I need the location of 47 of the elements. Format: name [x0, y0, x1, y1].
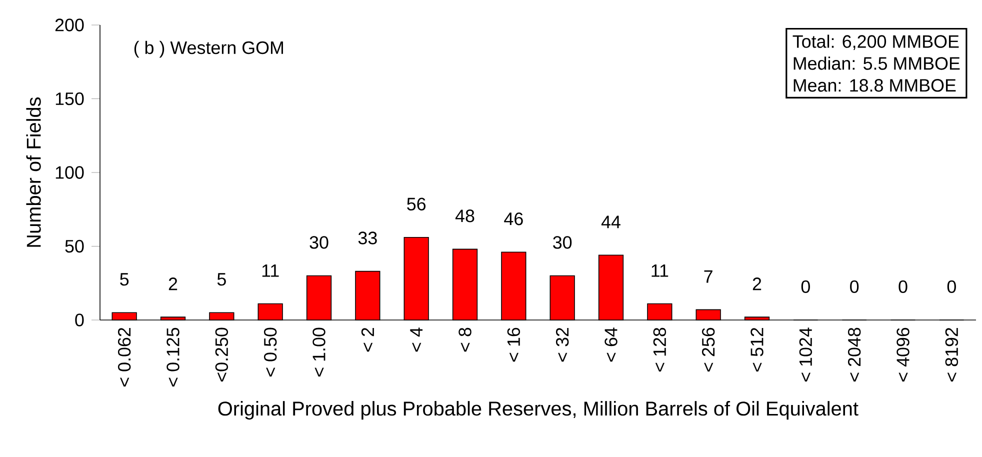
x-tick-label: < 256 [702, 328, 715, 372]
y-tick-label: 0 [75, 314, 84, 326]
annotation: Total: 6,200 MMBOE [792, 34, 959, 50]
data-label: 46 [504, 212, 523, 226]
annotation: Mean: 18.8 MMBOE [794, 79, 956, 92]
x-tick-label: <0.250 [215, 328, 228, 382]
data-label: 0 [850, 280, 859, 294]
data-label: 30 [310, 236, 328, 249]
data-label: 0 [898, 280, 908, 294]
data-label: 5 [217, 273, 226, 286]
x-tick-label: < 32 [556, 328, 569, 362]
x-axis-title: Original Proved plus Probable Reserves, Million Barrels of Oil Equivalent [218, 401, 858, 420]
x-tick-label: < 1.00 [312, 328, 326, 377]
x-tick-label: < 0.062 [118, 328, 131, 386]
x-tick-label: < 64 [604, 328, 618, 362]
x-tick-label: < 16 [507, 328, 520, 362]
x-tick-label: < 4 [410, 328, 423, 352]
x-tick-label: < 128 [653, 328, 666, 372]
x-tick-label: < 8192 [945, 328, 958, 382]
text: ( b ) Western GOM [134, 40, 283, 58]
x-tick-label: < 2 [361, 328, 374, 352]
data-label: 2 [752, 278, 762, 290]
x-tick-label: < 0.125 [166, 328, 180, 386]
data-label: 7 [704, 270, 712, 283]
y-axis-title: Number of Fields [26, 97, 41, 247]
y-tick-label: 200 [55, 18, 84, 32]
data-label: 0 [947, 280, 956, 294]
x-tick-label: < 1024 [799, 328, 812, 382]
data-label: 56 [407, 198, 426, 210]
y-tick-label: 150 [56, 92, 84, 106]
y-tick-label: 100 [56, 166, 84, 179]
annotation: Median: 5.5 MMBOE [794, 56, 960, 70]
x-tick-label: < 8 [458, 328, 472, 352]
x-tick-label: < 512 [750, 328, 764, 372]
x-tick-label: < 4096 [896, 328, 910, 382]
data-label: 48 [455, 210, 474, 222]
data-label: 2 [168, 278, 178, 290]
y-tick-label: 50 [65, 240, 84, 253]
data-label: 11 [262, 264, 279, 277]
x-tick-label: < 2048 [848, 328, 861, 382]
data-label: 5 [120, 273, 129, 286]
data-label: 33 [358, 232, 377, 244]
x-tick-label: < 0.50 [264, 328, 277, 377]
data-label: 11 [652, 264, 668, 277]
data-label: 30 [553, 236, 572, 249]
data-label: 0 [801, 280, 810, 294]
data-label: 44 [601, 216, 620, 228]
